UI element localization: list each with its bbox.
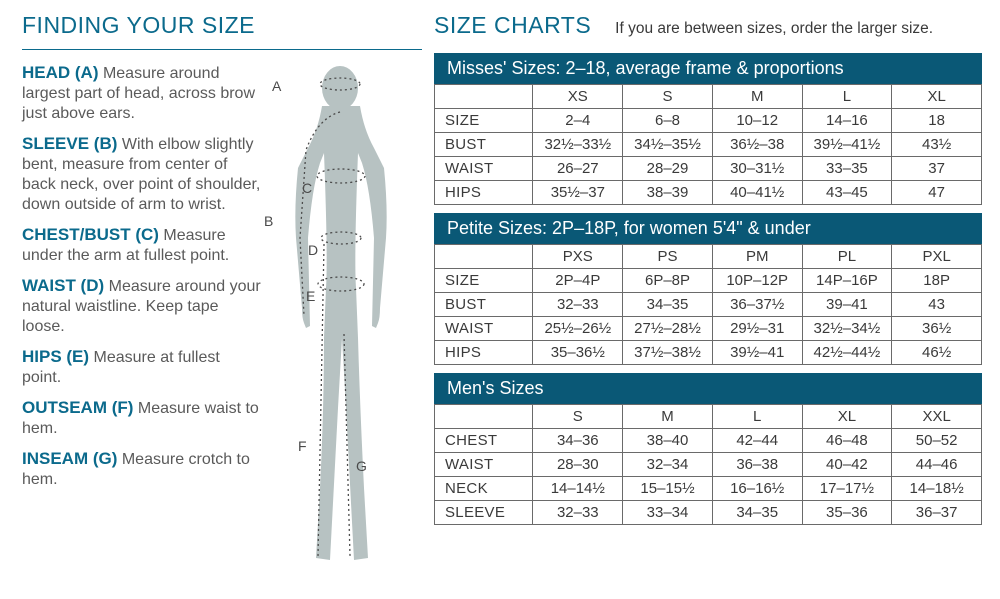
- size-table: PXSPSPMPLPXL SIZE2P–4P6P–8P10P–12P14P–16…: [434, 244, 982, 365]
- table-row: HIPS35½–3738–3940–41½43–4547: [435, 181, 982, 205]
- figure-label-g: G: [356, 458, 367, 474]
- between-sizes-note: If you are between sizes, order the larg…: [615, 20, 933, 38]
- table-row: BUST32–3334–3536–37½39–4143: [435, 293, 982, 317]
- figure-label-f: F: [298, 438, 307, 454]
- table-row: SIZE2P–4P6P–8P10P–12P14P–16P18P: [435, 269, 982, 293]
- measure-hips: HIPS (E) Measure at fullest point.: [22, 346, 262, 388]
- table-row: WAIST25½–26½27½–28½29½–3132½–34½36½: [435, 317, 982, 341]
- body-figure: A B C D E F G: [258, 58, 423, 578]
- table-header-row: XSSMLXL: [435, 85, 982, 109]
- measure-chest: CHEST/BUST (C) Measure under the arm at …: [22, 224, 262, 266]
- right-panel: SIZE CHARTS If you are between sizes, or…: [430, 0, 1000, 599]
- figure-label-a: A: [272, 78, 281, 94]
- table-row: HIPS35–36½37½–38½39½–4142½–44½46½: [435, 341, 982, 365]
- measure-inseam: INSEAM (G) Measure crotch to hem.: [22, 448, 262, 490]
- body-silhouette-icon: [258, 58, 423, 578]
- figure-label-d: D: [308, 242, 318, 258]
- measure-sleeve: SLEEVE (B) With elbow slightly bent, mea…: [22, 133, 262, 215]
- table-row: NECK14–14½15–15½16–16½17–17½14–18½: [435, 477, 982, 501]
- chart-mens: Men's Sizes SMLXLXXL CHEST34–3638–4042–4…: [434, 373, 982, 525]
- chart-misses: Misses' Sizes: 2–18, average frame & pro…: [434, 53, 982, 205]
- measure-waist: WAIST (D) Measure around your natural wa…: [22, 275, 262, 337]
- table-header-row: SMLXLXXL: [435, 405, 982, 429]
- size-table: XSSMLXL SIZE2–46–810–1214–1618 BUST32½–3…: [434, 84, 982, 205]
- chart-title: Petite Sizes: 2P–18P, for women 5'4" & u…: [434, 213, 982, 244]
- divider: [22, 49, 422, 50]
- table-row: WAIST28–3032–3436–3840–4244–46: [435, 453, 982, 477]
- chart-petite: Petite Sizes: 2P–18P, for women 5'4" & u…: [434, 213, 982, 365]
- table-row: SIZE2–46–810–1214–1618: [435, 109, 982, 133]
- left-panel: FINDING YOUR SIZE HEAD (A) Measure aroun…: [0, 0, 430, 599]
- figure-label-c: C: [302, 180, 312, 196]
- size-charts-title: SIZE CHARTS: [434, 12, 591, 39]
- table-row: CHEST34–3638–4042–4446–4850–52: [435, 429, 982, 453]
- table-row: WAIST26–2728–2930–31½33–3537: [435, 157, 982, 181]
- chart-title: Misses' Sizes: 2–18, average frame & pro…: [434, 53, 982, 84]
- table-row: SLEEVE32–3333–3434–3535–3636–37: [435, 501, 982, 525]
- figure-label-e: E: [306, 288, 315, 304]
- finding-size-title: FINDING YOUR SIZE: [22, 12, 422, 39]
- size-table: SMLXLXXL CHEST34–3638–4042–4446–4850–52 …: [434, 404, 982, 525]
- table-row: BUST32½–33½34½–35½36½–3839½–41½43½: [435, 133, 982, 157]
- measure-outseam: OUTSEAM (F) Measure waist to hem.: [22, 397, 262, 439]
- measurement-list: HEAD (A) Measure around largest part of …: [22, 62, 262, 490]
- chart-title: Men's Sizes: [434, 373, 982, 404]
- measure-head: HEAD (A) Measure around largest part of …: [22, 62, 262, 124]
- table-header-row: PXSPSPMPLPXL: [435, 245, 982, 269]
- figure-label-b: B: [264, 213, 273, 229]
